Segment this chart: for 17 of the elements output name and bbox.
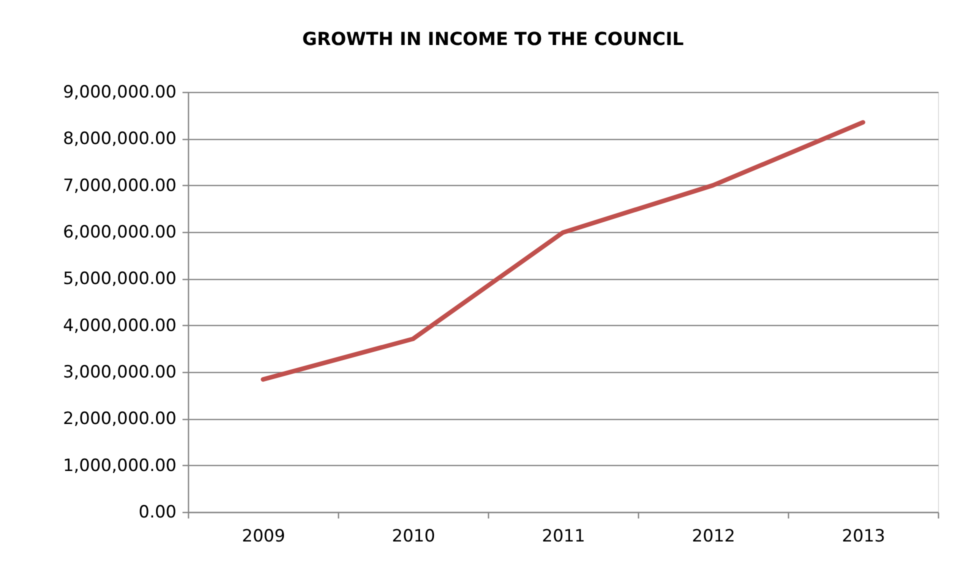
y-tick-label: 4,000,000.00 — [62, 316, 176, 336]
x-tick-label: 2013 — [842, 526, 886, 546]
y-tick-label: 2,000,000.00 — [62, 409, 176, 430]
line-series — [260, 120, 866, 382]
x-tick-label: 2011 — [542, 526, 586, 546]
y-tick-label: 6,000,000.00 — [62, 222, 176, 242]
y-tick-label: 5,000,000.00 — [62, 269, 176, 290]
y-tick-label: 0.00 — [138, 502, 176, 522]
y-tick-label: 3,000,000.00 — [62, 362, 176, 382]
chart-title: GROWTH IN INCOME TO THE COUNCIL — [302, 29, 684, 50]
x-tick-label: 2012 — [692, 526, 736, 546]
x-tick-label: 2009 — [242, 526, 286, 546]
y-tick-label: 9,000,000.00 — [62, 82, 176, 102]
y-tick-label: 8,000,000.00 — [62, 129, 176, 150]
x-tick-label: 2010 — [392, 526, 436, 546]
y-tick-label: 1,000,000.00 — [62, 456, 176, 476]
y-tick-label: 7,000,000.00 — [62, 176, 176, 196]
